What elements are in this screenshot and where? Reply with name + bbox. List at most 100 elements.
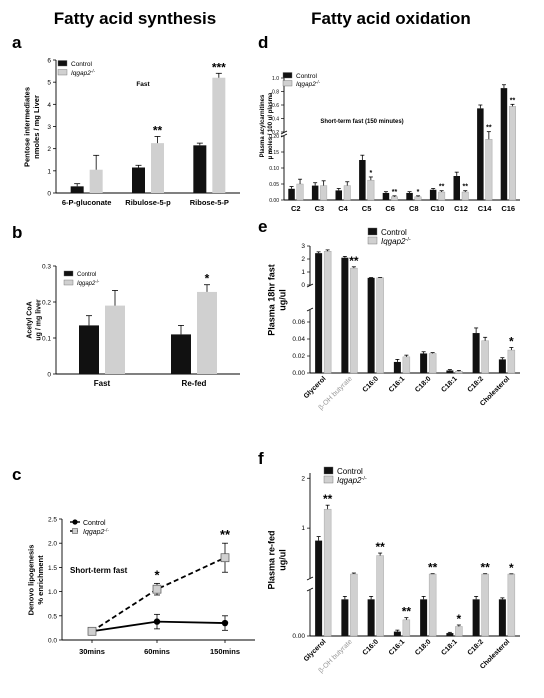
bar-iqgap2	[151, 143, 164, 193]
y-tick-label: 0.3	[42, 264, 51, 271]
significance-mark: **	[323, 492, 333, 506]
bar-control	[341, 257, 349, 373]
legend-swatch	[57, 69, 68, 76]
y-tick-label: 0.06	[292, 319, 305, 326]
y-tick-label: 0.02	[292, 353, 305, 360]
y-axis-label: ug / mg liver	[36, 299, 43, 341]
axis-break-mark	[306, 587, 314, 592]
bar-control	[446, 633, 454, 636]
y-axis-label: Plasma 18hr fast	[267, 264, 277, 336]
category-label: C18:2	[467, 638, 486, 657]
bar-iqgap2	[323, 508, 332, 637]
y-tick-label: 0	[47, 191, 51, 198]
y-tick-label: 2	[47, 146, 51, 153]
bar-control	[500, 88, 508, 200]
legend-swatch	[367, 227, 378, 236]
legend-swatch	[323, 475, 334, 484]
bar-iqgap2	[376, 555, 384, 637]
bar-iqgap2	[105, 305, 125, 374]
panel-letter-b: b	[12, 223, 22, 242]
bar-iqgap2	[376, 277, 384, 374]
y-tick-label: 0.2	[42, 300, 51, 307]
y-tick-label: 1	[301, 525, 305, 532]
bar-control	[70, 186, 84, 193]
category-label: 6-P-gluconate	[62, 198, 112, 207]
x-tick-label: 30mins	[79, 647, 105, 656]
significance-mark: *	[205, 272, 210, 286]
legend-swatch	[367, 236, 378, 245]
y-tick-label: 1.0	[272, 76, 279, 82]
category-label: C6	[385, 204, 395, 213]
bar-control	[315, 253, 323, 373]
series-line-iqgap2	[91, 556, 226, 633]
y-axis-label: nmoles / mg Liver	[32, 95, 41, 159]
bar-iqgap2	[350, 267, 358, 374]
significance-mark: **	[480, 561, 490, 575]
category-label: Ribulose-5-p	[125, 198, 171, 207]
bar-control	[420, 599, 428, 636]
y-tick-label: 0.1	[42, 336, 51, 343]
bar-iqgap2	[212, 77, 226, 193]
bar-control	[288, 188, 295, 200]
data-point-iqgap2	[152, 584, 162, 594]
y-tick-label: 1	[301, 269, 305, 276]
y-tick-label: 2.0	[48, 541, 57, 548]
significance-mark: *	[417, 189, 420, 196]
legend-label-iqgap2: Iqgap2-/-	[83, 528, 109, 536]
bar-control	[420, 353, 428, 373]
y-axis-label: Denovo lipogenesis	[26, 545, 35, 616]
category-label: Fast	[94, 379, 111, 388]
category-label: C2	[291, 204, 301, 213]
bar-iqgap2	[428, 573, 437, 637]
legend-label-iqgap2: Iqgap2-/-	[337, 476, 367, 485]
bar-iqgap2	[509, 106, 516, 201]
y-tick-label: 0.05	[269, 182, 279, 188]
bar-control	[393, 631, 401, 636]
legend-label-control: Control	[77, 272, 96, 278]
bar-iqgap2	[461, 191, 469, 201]
panel-letter-a: a	[12, 33, 22, 52]
category-label: C16:0	[362, 375, 381, 394]
significance-mark: **	[392, 189, 398, 196]
bar-control	[498, 599, 506, 636]
y-tick-label: 0	[47, 372, 51, 379]
bar-iqgap2	[438, 191, 446, 201]
bar-control	[79, 325, 99, 374]
y-tick-label: 0.0	[48, 638, 57, 645]
y-tick-label: 0.00	[292, 370, 305, 377]
y-tick-label: 0.00	[292, 633, 305, 640]
bar-iqgap2	[507, 349, 516, 374]
y-axis-label: Plasma acylcarnitines	[260, 94, 266, 157]
data-point-control	[221, 619, 229, 627]
y-tick-label: 2.5	[48, 517, 57, 524]
category-label: Glycerol	[303, 638, 328, 663]
y-tick-label: 0.5	[48, 613, 57, 620]
legend-label-control: Control	[83, 520, 106, 527]
bar-iqgap2	[485, 138, 493, 201]
y-tick-label: 3	[301, 243, 305, 250]
category-label: C4	[338, 204, 348, 213]
legend-label-control: Control	[296, 73, 318, 80]
panel-letter-d: d	[258, 33, 268, 52]
bar-control	[382, 192, 390, 200]
y-tick-label: 0.15	[269, 150, 279, 156]
category-label: C18:2	[467, 375, 486, 394]
category-label: C16	[501, 204, 515, 213]
bar-iqgap2	[507, 573, 516, 637]
legend-label-iqgap2: Iqgap2-/-	[296, 80, 321, 88]
legend-swatch	[57, 60, 68, 67]
legend-label-iqgap2: Iqgap2-/-	[381, 237, 411, 246]
bar-iqgap2	[320, 185, 328, 201]
category-label: Glycerol	[303, 375, 328, 400]
bar-control	[472, 599, 480, 636]
category-label: C18:0	[414, 638, 433, 657]
legend-swatch	[63, 279, 74, 286]
significance-mark: **	[439, 184, 445, 191]
y-axis-label: ug/ul	[278, 289, 288, 311]
significance-mark: *	[154, 567, 160, 582]
y-tick-label: 1.0	[48, 589, 57, 596]
bar-iqgap2	[367, 179, 375, 201]
